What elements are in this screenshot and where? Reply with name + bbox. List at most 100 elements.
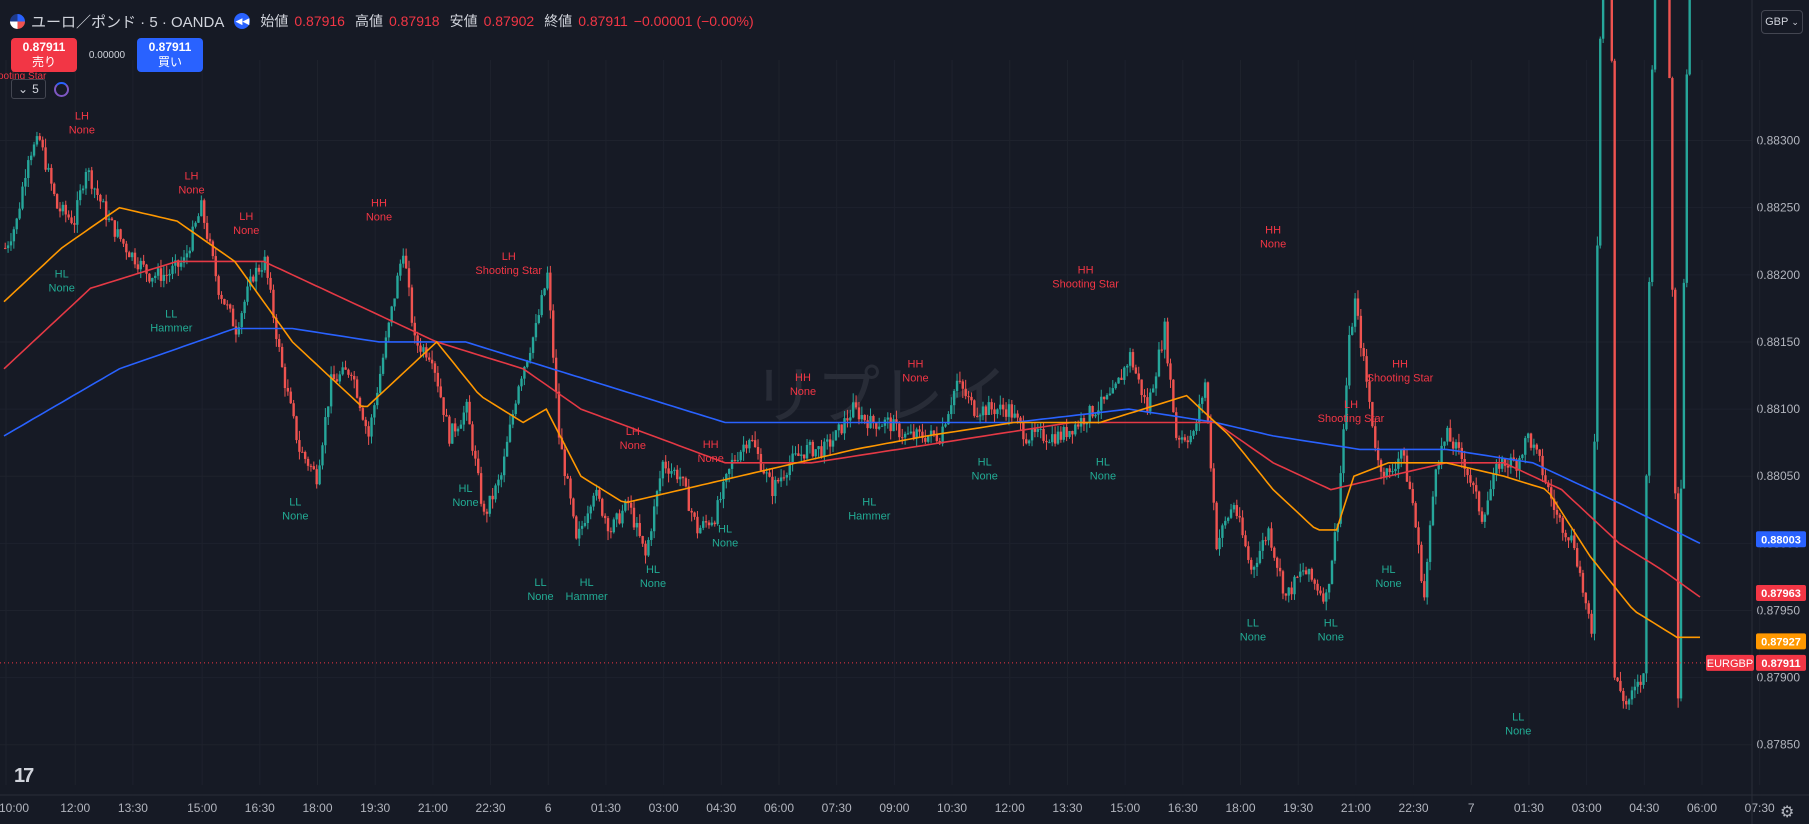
- candle-body: [373, 405, 376, 418]
- candle-body: [402, 255, 405, 264]
- currency-selector[interactable]: GBP ⌄: [1761, 10, 1803, 34]
- indicator-collapse-button[interactable]: ⌄ 5: [11, 79, 46, 99]
- candle-body: [967, 396, 970, 398]
- candle-body: [1229, 509, 1233, 518]
- candle-body: [895, 419, 898, 424]
- candle-body: [378, 373, 382, 393]
- ma-slow-line: [3, 327, 1701, 545]
- candle-body: [1567, 537, 1570, 541]
- candle-body: [1688, 0, 1691, 75]
- candle-body: [912, 431, 915, 438]
- candle-body: [1521, 454, 1524, 459]
- candle-body: [315, 469, 318, 485]
- candle-body: [1333, 532, 1337, 561]
- swing-label: HH: [795, 372, 811, 384]
- candle-body: [1446, 427, 1449, 442]
- candle-body: [976, 415, 979, 417]
- candle-body: [78, 190, 82, 201]
- candle-body: [84, 171, 88, 189]
- candle-body: [1120, 377, 1123, 380]
- candle-body: [407, 268, 411, 288]
- pattern-label: Hammer: [150, 323, 193, 335]
- candle-body: [1483, 514, 1487, 522]
- candle-body: [174, 260, 177, 266]
- x-tick-label: 21:00: [418, 801, 448, 815]
- candle-body: [598, 489, 601, 499]
- candle-body: [1564, 532, 1567, 538]
- candle-body: [1417, 527, 1420, 545]
- candle-body: [361, 408, 365, 420]
- candle-body: [99, 194, 102, 202]
- candle-body: [577, 528, 581, 539]
- swing-label: LL: [534, 577, 546, 589]
- candle-body: [1114, 383, 1117, 389]
- x-tick-label: 04:30: [1629, 801, 1659, 815]
- high-value: 0.87918: [388, 13, 440, 29]
- gear-icon[interactable]: ⚙: [1780, 804, 1795, 821]
- candle-body: [471, 424, 474, 451]
- candle-body: [583, 523, 587, 526]
- replay-icon[interactable]: ◀◀: [234, 13, 251, 29]
- candle-body: [24, 178, 27, 187]
- tradingview-logo-icon[interactable]: 17: [14, 765, 34, 787]
- candle-body: [399, 263, 402, 276]
- candle-body: [332, 374, 336, 380]
- candle-body: [589, 506, 592, 514]
- candle-body: [1515, 460, 1518, 471]
- candle-body: [537, 315, 541, 324]
- candle-body: [875, 423, 878, 429]
- candle-body: [413, 322, 416, 336]
- x-tick-label: 04:30: [706, 801, 736, 815]
- swing-label: HL: [978, 456, 992, 468]
- candle-body: [1570, 535, 1573, 541]
- candle-body: [1668, 0, 1671, 79]
- swing-label: HH: [1392, 359, 1408, 371]
- candle-body: [327, 406, 330, 418]
- candle-body: [999, 404, 1002, 410]
- candle-body: [1610, 0, 1613, 61]
- candle-body: [364, 419, 367, 427]
- candle-body: [952, 390, 956, 406]
- candle-body: [442, 397, 445, 415]
- candle-body: [753, 440, 757, 448]
- candle-body: [113, 220, 117, 237]
- candle-body: [1039, 428, 1042, 430]
- candle-body: [1506, 465, 1510, 468]
- candle-body: [416, 335, 419, 346]
- candle-body: [1682, 282, 1686, 489]
- candle-body: [136, 264, 140, 270]
- candle-body: [1538, 449, 1541, 456]
- candle-body: [586, 513, 590, 524]
- candle-body: [142, 260, 145, 265]
- candle-body: [924, 438, 927, 442]
- candle-body: [1068, 431, 1071, 438]
- x-tick-label: 16:30: [1168, 801, 1198, 815]
- sell-button[interactable]: 0.87911 売り: [11, 38, 77, 72]
- candle-body: [926, 436, 930, 442]
- buy-button[interactable]: 0.87911 買い: [137, 38, 203, 72]
- symbol-title[interactable]: ユーロ／ポンド · 5 · OANDA: [31, 13, 225, 31]
- candle-body: [1365, 356, 1368, 382]
- candle-body: [877, 426, 881, 429]
- candle-body: [996, 409, 999, 415]
- pattern-label: None: [1318, 631, 1344, 643]
- close-label: 終値: [544, 13, 573, 29]
- candle-body: [1293, 576, 1296, 595]
- candle-body: [805, 445, 809, 459]
- candle-body: [220, 294, 223, 299]
- candle-body: [1596, 245, 1599, 442]
- pattern-label: None: [620, 440, 646, 452]
- y-tick-label: 0.88250: [1757, 201, 1801, 215]
- candle-body: [1457, 442, 1461, 448]
- candle-body: [1391, 471, 1394, 473]
- candle-body: [306, 458, 310, 466]
- candle-body: [309, 465, 313, 467]
- candle-body: [543, 288, 546, 296]
- candle-body: [387, 322, 391, 338]
- candle-body: [350, 374, 353, 376]
- candle-body: [1264, 540, 1267, 542]
- candle-body: [722, 481, 725, 499]
- candle-body: [762, 470, 765, 474]
- candle-body: [1267, 528, 1270, 541]
